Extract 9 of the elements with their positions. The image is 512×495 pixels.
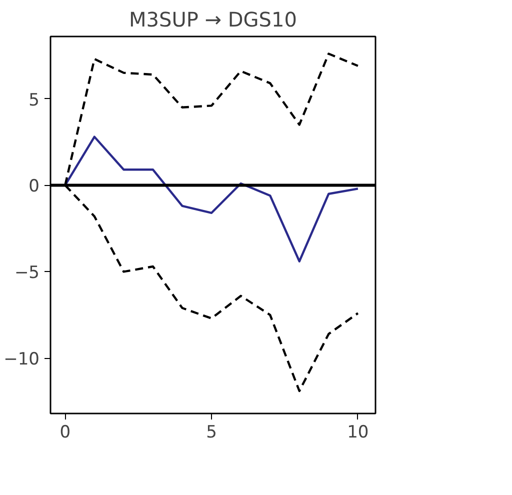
y-tick-label: 5 bbox=[28, 90, 40, 110]
line-series bbox=[64, 136, 360, 262]
y-tick-label: −10 bbox=[4, 350, 40, 370]
chart-title: M3SUP → DGS10 bbox=[129, 8, 297, 32]
y-tick-label: −5 bbox=[14, 263, 40, 284]
x-tick-label: 0 bbox=[60, 422, 71, 442]
x-tick-label: 10 bbox=[347, 422, 369, 442]
y-tick-label: 0 bbox=[28, 176, 40, 197]
x-tick-label: 5 bbox=[206, 422, 217, 442]
